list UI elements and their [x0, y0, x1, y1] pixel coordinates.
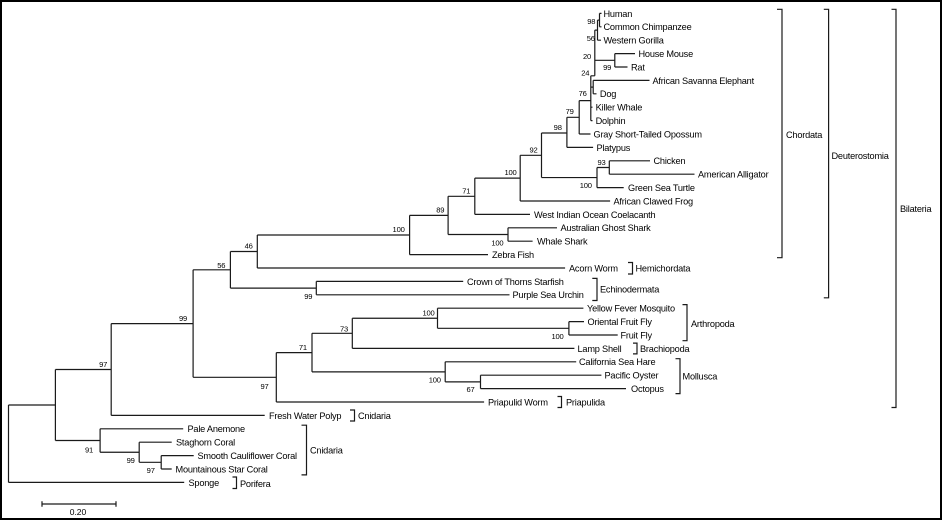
svg-text:56: 56 [217, 261, 225, 270]
svg-text:Yellow Fever Mosquito: Yellow Fever Mosquito [587, 304, 675, 314]
svg-text:Western Gorilla: Western Gorilla [604, 36, 665, 46]
svg-text:Purple Sea Urchin: Purple Sea Urchin [513, 290, 584, 300]
svg-text:Hemichordata: Hemichordata [636, 263, 692, 273]
svg-text:56: 56 [587, 34, 595, 43]
svg-text:Cnidaria: Cnidaria [310, 445, 344, 455]
svg-text:99: 99 [179, 314, 187, 323]
svg-text:100: 100 [504, 168, 516, 177]
svg-text:African Clawed Frog: African Clawed Frog [614, 196, 694, 206]
svg-text:Staghorn Coral: Staghorn Coral [176, 438, 235, 448]
svg-text:African Savanna Elephant: African Savanna Elephant [653, 76, 755, 86]
svg-text:100: 100 [393, 225, 405, 234]
svg-text:Human: Human [604, 9, 633, 19]
svg-text:Brachiopoda: Brachiopoda [640, 344, 690, 354]
svg-text:Fruit Fly: Fruit Fly [621, 330, 653, 340]
svg-text:46: 46 [245, 242, 253, 251]
svg-text:Whale Shark: Whale Shark [537, 237, 588, 247]
svg-text:99: 99 [304, 292, 312, 301]
svg-text:Bilateria: Bilateria [900, 204, 932, 214]
svg-text:Common Chimpanzee: Common Chimpanzee [604, 22, 692, 32]
svg-text:Fresh Water Polyp: Fresh Water Polyp [269, 411, 341, 421]
svg-text:98: 98 [587, 17, 595, 26]
svg-text:Dog: Dog [600, 89, 616, 99]
svg-text:89: 89 [436, 206, 444, 215]
svg-text:Octopus: Octopus [631, 384, 664, 394]
svg-text:100: 100 [580, 181, 592, 190]
svg-text:Priapulida: Priapulida [566, 397, 606, 407]
svg-text:Crown of Thorns Starfish: Crown of Thorns Starfish [467, 277, 564, 287]
svg-text:Chordata: Chordata [786, 130, 823, 140]
svg-text:Green Sea Turtle: Green Sea Turtle [628, 183, 695, 193]
svg-text:71: 71 [462, 187, 470, 196]
svg-text:California Sea Hare: California Sea Hare [579, 357, 655, 367]
svg-text:100: 100 [422, 309, 434, 318]
svg-text:Pale Anemone: Pale Anemone [188, 424, 245, 434]
svg-text:West Indian Ocean Coelacanth: West Indian Ocean Coelacanth [534, 210, 655, 220]
svg-text:Porifera: Porifera [240, 479, 272, 489]
svg-text:Arthropoda: Arthropoda [691, 319, 736, 329]
svg-text:93: 93 [597, 158, 605, 167]
svg-text:Killer Whale: Killer Whale [596, 103, 643, 113]
svg-text:100: 100 [551, 332, 563, 341]
svg-text:99: 99 [127, 456, 135, 465]
svg-text:Deuterostomia: Deuterostomia [832, 151, 890, 161]
svg-text:Priapulid Worm: Priapulid Worm [488, 397, 548, 407]
svg-text:71: 71 [299, 343, 307, 352]
svg-text:76: 76 [579, 89, 587, 98]
svg-text:98: 98 [554, 123, 562, 132]
svg-text:Sponge: Sponge [189, 478, 220, 488]
svg-text:Zebra Fish: Zebra Fish [492, 250, 534, 260]
svg-text:Dolphin: Dolphin [596, 116, 626, 126]
svg-text:Chicken: Chicken [654, 156, 686, 166]
svg-text:Mollusca: Mollusca [683, 372, 719, 382]
svg-text:0.20: 0.20 [70, 507, 87, 517]
svg-text:92: 92 [529, 146, 537, 155]
svg-text:Oriental Fruit Fly: Oriental Fruit Fly [588, 317, 653, 327]
svg-text:Smooth Cauliflower Coral: Smooth Cauliflower Coral [198, 451, 298, 461]
svg-text:American Alligator: American Alligator [698, 170, 769, 180]
svg-text:73: 73 [340, 324, 348, 333]
svg-text:97: 97 [147, 466, 155, 475]
svg-text:24: 24 [581, 69, 589, 78]
svg-text:Lamp Shell: Lamp Shell [578, 344, 622, 354]
svg-text:100: 100 [429, 375, 441, 384]
svg-text:Acorn Worm: Acorn Worm [569, 263, 618, 273]
svg-text:Gray Short-Tailed Opossum: Gray Short-Tailed Opossum [594, 129, 703, 139]
svg-text:99: 99 [603, 63, 611, 72]
svg-text:100: 100 [491, 239, 503, 248]
svg-text:20: 20 [583, 52, 591, 61]
svg-text:Platypus: Platypus [597, 143, 631, 153]
svg-text:Rat: Rat [631, 62, 645, 72]
svg-text:97: 97 [260, 382, 268, 391]
svg-text:67: 67 [466, 385, 474, 394]
svg-text:Mountainous Star Coral: Mountainous Star Coral [176, 464, 268, 474]
svg-text:House Mouse: House Mouse [639, 49, 694, 59]
svg-text:Cnidaria: Cnidaria [358, 411, 392, 421]
svg-text:Australian Ghost Shark: Australian Ghost Shark [561, 223, 652, 233]
svg-text:Pacific Oyster: Pacific Oyster [605, 371, 659, 381]
svg-text:79: 79 [566, 107, 574, 116]
svg-text:Echinodermata: Echinodermata [600, 284, 660, 294]
svg-text:91: 91 [85, 445, 93, 454]
svg-text:97: 97 [99, 360, 107, 369]
